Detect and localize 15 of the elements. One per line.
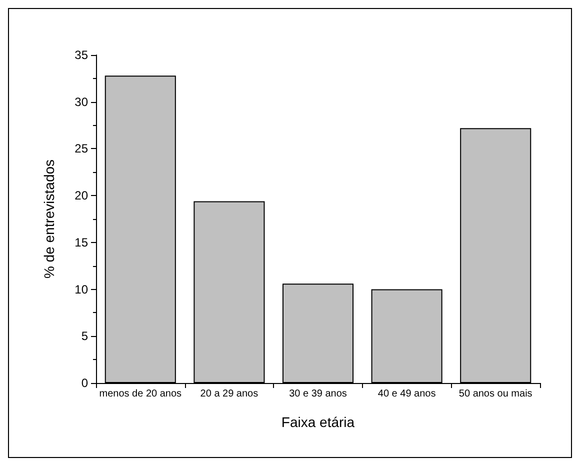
x-tick-label: 40 e 49 anos bbox=[378, 388, 436, 400]
y-axis-title: % de entrevistados bbox=[41, 159, 57, 279]
y-tick-label: 5 bbox=[81, 329, 88, 344]
y-tick-label: 35 bbox=[74, 48, 88, 62]
y-tick-label: 30 bbox=[74, 94, 88, 109]
x-tick-label: 30 e 39 anos bbox=[289, 388, 347, 400]
y-tick-label: 15 bbox=[74, 235, 88, 250]
x-axis-title: Faixa etária bbox=[281, 414, 355, 430]
x-tick-label: menos de 20 anos bbox=[99, 388, 182, 400]
y-tick-label: 0 bbox=[81, 376, 88, 390]
y-tick-label: 10 bbox=[74, 282, 88, 296]
y-tick-label: 20 bbox=[74, 188, 88, 203]
x-tick-label: 20 a 29 anos bbox=[200, 388, 258, 400]
y-tick-label: 25 bbox=[74, 142, 88, 156]
x-tick-label: 50 anos ou mais bbox=[458, 388, 532, 400]
